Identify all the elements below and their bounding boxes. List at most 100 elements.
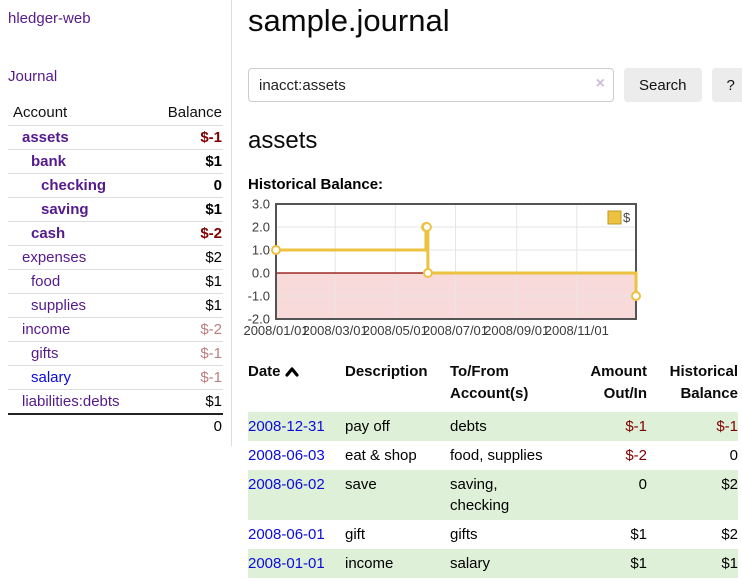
svg-text:-1.0: -1.0	[248, 289, 270, 304]
transaction-balance: $2	[721, 476, 738, 493]
transaction-balance: $2	[721, 526, 738, 543]
search-button[interactable]: Search	[624, 68, 702, 102]
register-header-date[interactable]: Date	[248, 358, 345, 412]
sort-ascending-icon	[284, 362, 299, 384]
svg-text:2008/03/01: 2008/03/01	[303, 323, 368, 338]
transaction-amount: $-2	[625, 447, 647, 464]
account-link-saving[interactable]: saving	[41, 201, 89, 218]
account-balance: $-2	[147, 317, 223, 342]
svg-text:2008/01/01: 2008/01/01	[243, 323, 308, 338]
table-row: 2008-06-02 save saving, checking 0 $2	[248, 470, 738, 520]
transaction-accounts: gifts	[450, 526, 478, 543]
account-link-expenses[interactable]: expenses	[22, 249, 87, 266]
account-link-food[interactable]: food	[31, 273, 61, 290]
transaction-accounts: saving, checking	[450, 476, 510, 514]
register-table: Date Description To/From Account(s) Amou…	[248, 358, 738, 578]
legend-label: $	[623, 210, 631, 225]
app-title-link[interactable]: hledger-web	[8, 10, 91, 27]
transaction-amount: $1	[630, 555, 647, 572]
account-balance: $-1	[147, 365, 223, 390]
accounts-header-account: Account	[13, 104, 68, 121]
transaction-date-link[interactable]: 2008-06-01	[248, 526, 325, 543]
account-link-gifts[interactable]: gifts	[31, 345, 59, 362]
svg-text:2008/11/01: 2008/11/01	[545, 323, 609, 338]
account-row: assets $-1	[8, 125, 223, 150]
data-point-marker	[271, 245, 281, 255]
transaction-date-link[interactable]: 2008-06-03	[248, 447, 325, 464]
svg-text:2008/09/01: 2008/09/01	[484, 323, 549, 338]
page-title: sample.journal	[248, 3, 450, 38]
account-link-supplies[interactable]: supplies	[31, 297, 87, 314]
account-row: salary $-1	[8, 365, 223, 390]
register-header-description: Description	[345, 363, 428, 380]
clear-search-icon[interactable]: ×	[595, 75, 605, 92]
svg-text:3.0: 3.0	[252, 197, 270, 212]
chart-title: Historical Balance:	[248, 176, 384, 193]
transaction-description: income	[345, 555, 394, 572]
transaction-description: pay off	[345, 418, 390, 435]
account-row: liabilities:debts $1	[8, 389, 223, 414]
historical-balance-chart: 3.0 2.0 1.0 0.0 -1.0 -2.0 2008/01/01 2008/03/01…	[243, 197, 742, 343]
help-button[interactable]: ?	[711, 68, 742, 102]
account-balance: $1	[147, 389, 223, 414]
transaction-accounts: debts	[450, 418, 487, 435]
plot-border	[275, 203, 637, 320]
transaction-amount: $-1	[625, 418, 647, 435]
transaction-date-link[interactable]: 2008-01-01	[248, 555, 325, 572]
line-chart-svg: 3.0 2.0 1.0 0.0 -1.0 -2.02008/01/012008/03/01…	[243, 197, 641, 338]
main-content: sample.journal × Search ? assets Histori…	[232, 0, 742, 582]
account-row: gifts $-1	[8, 341, 223, 366]
accounts-header-balance: Balance	[167, 104, 222, 121]
account-row: cash $-2	[8, 221, 223, 246]
account-link-bank[interactable]: bank	[31, 153, 67, 170]
account-balance: $-2	[147, 221, 223, 246]
svg-text:2008/05/01: 2008/05/01	[363, 323, 428, 338]
accounts-table: Account Balance assets $-1 bank $1 check…	[8, 102, 223, 438]
account-link-liabilities-debts[interactable]: liabilities:debts	[22, 393, 120, 410]
sidebar-item-journal[interactable]: Journal	[8, 68, 58, 85]
data-point-marker	[631, 291, 641, 301]
account-link-income[interactable]: income	[22, 321, 71, 338]
data-point-marker	[421, 222, 432, 232]
sidebar: hledger-web Journal Account Balance asse…	[0, 0, 232, 446]
transaction-balance: $-1	[716, 418, 738, 435]
account-link-salary[interactable]: salary	[31, 369, 72, 386]
svg-text:-2.0: -2.0	[248, 312, 270, 327]
account-balance: $1	[147, 293, 223, 318]
account-heading: assets	[248, 127, 318, 154]
account-row: supplies $1	[8, 293, 223, 318]
transaction-accounts: food, supplies	[450, 447, 543, 464]
account-row: income $-2	[8, 317, 223, 342]
search-form: × Search ?	[248, 68, 742, 102]
table-row: 2008-06-03 eat & shop food, supplies $-2…	[248, 441, 738, 470]
transaction-date-link[interactable]: 2008-12-31	[248, 418, 325, 435]
transaction-description: save	[345, 476, 377, 493]
transaction-date-link[interactable]: 2008-06-02	[248, 476, 325, 493]
account-row: checking 0	[8, 173, 223, 198]
account-balance: $1	[147, 149, 223, 174]
transaction-description: eat & shop	[345, 447, 417, 464]
account-balance: $1	[147, 197, 223, 222]
register-header-amount: Amount Out/In	[590, 363, 647, 402]
account-row: expenses $2	[8, 245, 223, 270]
table-row: 2008-06-01 gift gifts $1 $2	[248, 520, 738, 549]
table-row: 2008-01-01 income salary $1 $1	[248, 549, 738, 578]
svg-text:2.0: 2.0	[252, 220, 270, 235]
account-balance: 0	[147, 173, 223, 198]
account-link-cash[interactable]: cash	[31, 225, 66, 242]
account-link-assets[interactable]: assets	[22, 129, 69, 146]
svg-text:0.0: 0.0	[252, 266, 270, 281]
transaction-amount: 0	[638, 476, 647, 493]
account-balance: $1	[147, 269, 223, 294]
accounts-total-row: 0	[8, 413, 223, 438]
account-balance: $-1	[147, 125, 223, 150]
search-input[interactable]	[248, 68, 614, 102]
account-link-checking[interactable]: checking	[41, 177, 107, 194]
register-header-accounts: To/From Account(s)	[450, 363, 529, 402]
transaction-accounts: salary	[450, 555, 491, 572]
accounts-total-value: 0	[147, 413, 223, 438]
transaction-description: gift	[345, 526, 366, 543]
account-balance: $2	[147, 245, 223, 270]
table-row: 2008-12-31 pay off debts $-1 $-1	[248, 412, 738, 441]
account-balance: $-1	[147, 341, 223, 366]
